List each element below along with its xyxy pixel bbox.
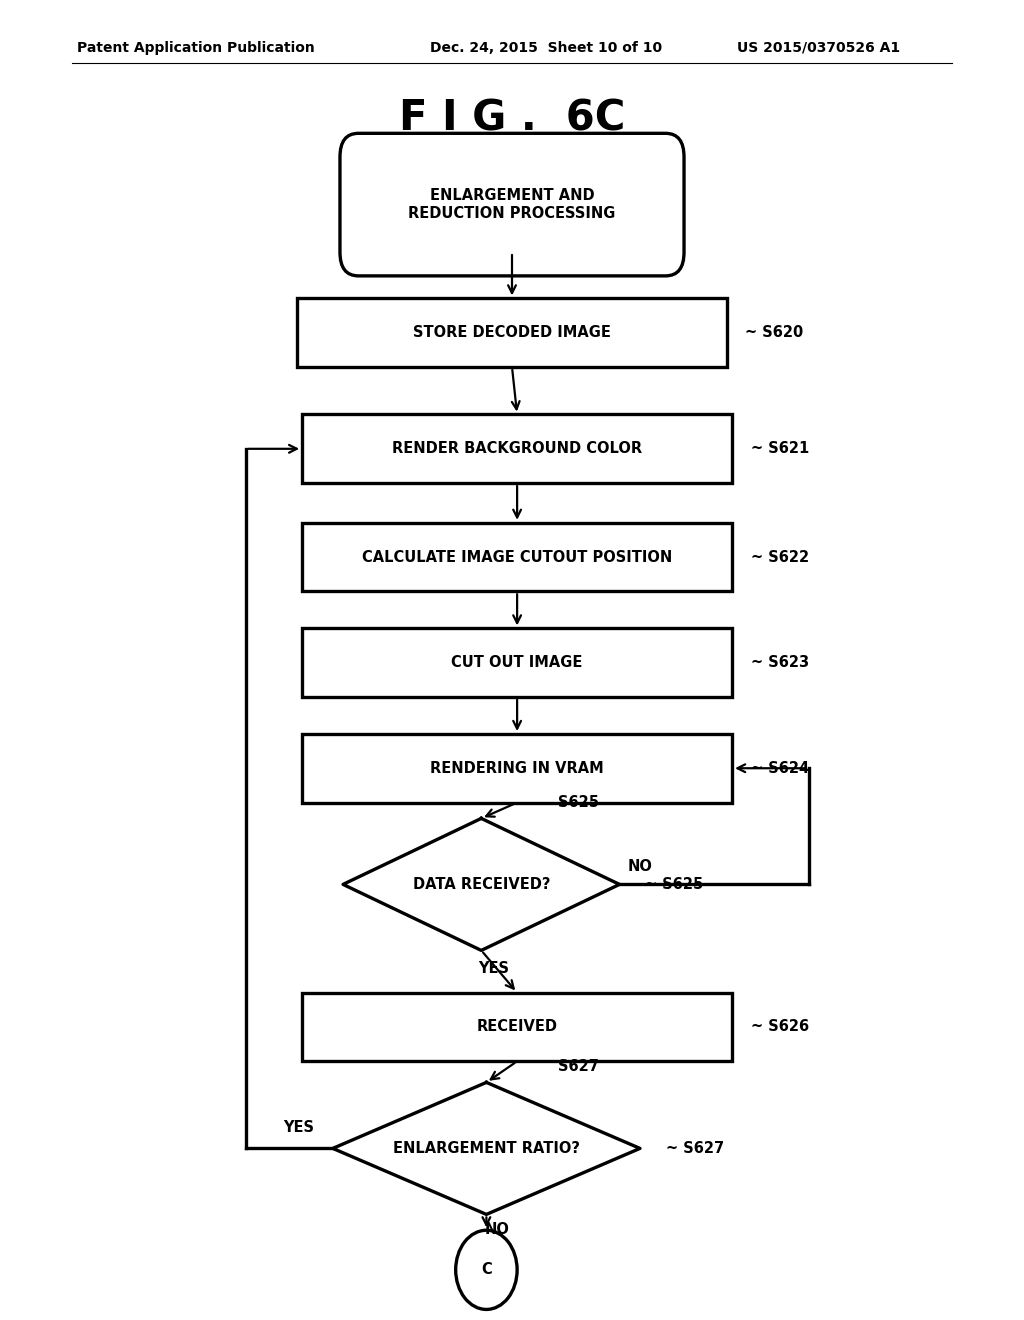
Text: ~ S620: ~ S620 (745, 325, 804, 341)
Text: ~ S621: ~ S621 (751, 441, 809, 457)
Text: ENLARGEMENT AND
REDUCTION PROCESSING: ENLARGEMENT AND REDUCTION PROCESSING (409, 189, 615, 220)
Text: ~ S627: ~ S627 (666, 1140, 724, 1156)
Text: CUT OUT IMAGE: CUT OUT IMAGE (452, 655, 583, 671)
Text: ENLARGEMENT RATIO?: ENLARGEMENT RATIO? (393, 1140, 580, 1156)
Bar (297, 298, 727, 367)
Text: F I G .  6C: F I G . 6C (398, 98, 626, 140)
Text: RENDER BACKGROUND COLOR: RENDER BACKGROUND COLOR (392, 441, 642, 457)
FancyBboxPatch shape (340, 133, 684, 276)
Text: ~ S623: ~ S623 (751, 655, 809, 671)
Text: ~ S622: ~ S622 (751, 549, 809, 565)
Text: Dec. 24, 2015  Sheet 10 of 10: Dec. 24, 2015 Sheet 10 of 10 (430, 41, 663, 54)
Text: NO: NO (484, 1222, 509, 1237)
Bar (302, 734, 732, 803)
Text: ~ S625: ~ S625 (645, 876, 703, 892)
Text: S625: S625 (558, 796, 599, 810)
Bar (302, 414, 732, 483)
Text: DATA RECEIVED?: DATA RECEIVED? (413, 876, 550, 892)
Text: YES: YES (478, 961, 509, 975)
Text: ~ S626: ~ S626 (751, 1019, 809, 1035)
Text: C: C (481, 1262, 492, 1278)
Circle shape (456, 1230, 517, 1309)
Text: NO: NO (628, 859, 652, 874)
Text: RECEIVED: RECEIVED (476, 1019, 558, 1035)
Bar (302, 523, 732, 591)
Bar (302, 628, 732, 697)
Text: RENDERING IN VRAM: RENDERING IN VRAM (430, 760, 604, 776)
Bar (302, 993, 732, 1061)
Text: Patent Application Publication: Patent Application Publication (77, 41, 314, 54)
Text: CALCULATE IMAGE CUTOUT POSITION: CALCULATE IMAGE CUTOUT POSITION (362, 549, 672, 565)
Text: YES: YES (284, 1121, 314, 1135)
Text: US 2015/0370526 A1: US 2015/0370526 A1 (737, 41, 900, 54)
Text: ~ S624: ~ S624 (751, 760, 809, 776)
Text: STORE DECODED IMAGE: STORE DECODED IMAGE (413, 325, 611, 341)
Text: S627: S627 (558, 1060, 599, 1074)
